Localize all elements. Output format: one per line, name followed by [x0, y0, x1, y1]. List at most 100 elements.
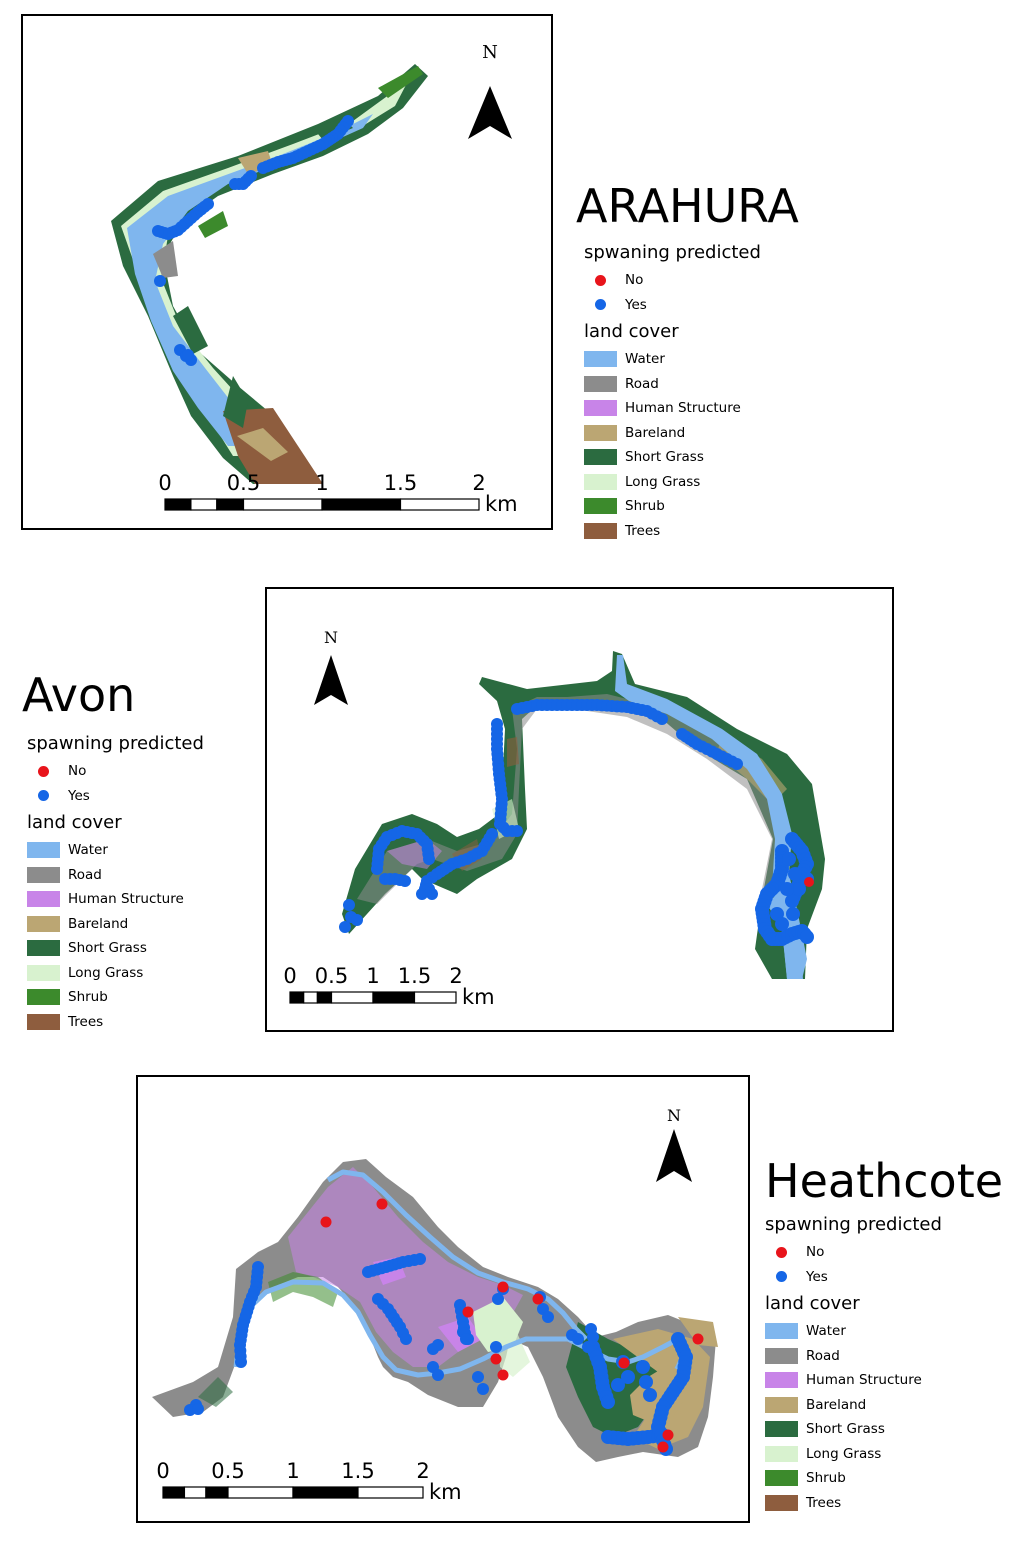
- scale-bar-segment: [372, 991, 416, 1004]
- legend-landcover-header: land cover: [27, 812, 122, 833]
- legend-marker-dot: [595, 274, 606, 286]
- legend-swatch: [27, 989, 60, 1006]
- legend-label: Road: [68, 866, 102, 883]
- legend-marker-dot: [776, 1246, 787, 1258]
- spawning-point-no: [804, 877, 814, 887]
- spawning-point-no: [462, 1306, 474, 1318]
- spawning-point-no: [662, 1429, 674, 1441]
- legend-item-yes: Yes: [27, 784, 204, 809]
- map-canvas-avon: N 0 0.5 1 1.5 2km: [283, 628, 825, 1009]
- legend-avon: spawning predicted No Yes land cover Water Ro…: [27, 731, 204, 1034]
- legend-label: Bareland: [806, 1396, 867, 1413]
- legend-item-water: Water: [584, 347, 761, 372]
- spawning-point-yes: [472, 1371, 484, 1383]
- spawning-point-yes: [611, 1378, 625, 1392]
- legend-item-short-grass: Short Grass: [27, 936, 204, 961]
- river-landcover-heathcote: [152, 1159, 718, 1462]
- scale-bar-tick-label: 2: [472, 471, 485, 495]
- spawning-points-avon: [339, 699, 814, 946]
- legend-label: No: [625, 272, 644, 289]
- spawning-point-yes: [423, 853, 435, 865]
- scale-bar-segment: [357, 1486, 424, 1499]
- legend-spawning-header: spawning predicted: [765, 1214, 942, 1235]
- map-frame-arahura: N 0 0.5 1 1.5 2 km: [21, 14, 553, 530]
- scale-bar-segment: [330, 991, 374, 1004]
- legend-item-shrub: Shrub: [765, 1466, 942, 1491]
- spawning-point-yes: [192, 1403, 204, 1415]
- legend-spawning-header: spwaning predicted: [584, 242, 761, 263]
- legend-item-water: Water: [765, 1319, 942, 1344]
- legend-landcover-header: land cover: [584, 321, 679, 342]
- spawning-point-yes: [351, 914, 363, 926]
- legend-arahura: spwaning predicted No Yes land cover Water Ro…: [584, 240, 761, 543]
- legend-item-no: No: [765, 1240, 942, 1265]
- legend-item-no: No: [584, 268, 761, 293]
- legend-swatch: [27, 1013, 60, 1030]
- north-letter: N: [482, 42, 498, 63]
- spawning-point-no: [497, 1369, 509, 1381]
- spawning-point-yes: [601, 1395, 615, 1409]
- map-frame-heathcote: N 0 0.5 1 1.5 2 km: [136, 1075, 750, 1523]
- scale-bar-segment: [216, 498, 245, 511]
- scale-bar-segment: [303, 991, 318, 1004]
- spawning-point-yes: [643, 1388, 657, 1402]
- legend-label: Human Structure: [806, 1372, 922, 1389]
- legend-marker-dot: [776, 1271, 787, 1283]
- spawning-point-yes: [636, 1360, 650, 1374]
- scale-bar-segment: [292, 1486, 359, 1499]
- legend-item-long-grass: Long Grass: [584, 470, 761, 495]
- north-arrow-avon: N: [314, 628, 348, 705]
- spawning-point-yes: [432, 1369, 444, 1381]
- spawning-point-yes: [343, 899, 355, 911]
- legend-label: Yes: [625, 296, 647, 313]
- legend-label: Yes: [68, 787, 90, 804]
- scale-bar-segment: [321, 498, 402, 511]
- legend-item-short-grass: Short Grass: [584, 445, 761, 470]
- scale-bar-segment: [164, 498, 192, 511]
- legend-swatch: [765, 1445, 798, 1462]
- spawning-points-heathcote: [184, 1198, 704, 1456]
- legend-label: Yes: [806, 1268, 828, 1285]
- scale-bar-segment: [205, 1486, 229, 1499]
- legend-label: Trees: [68, 1013, 104, 1030]
- spawning-point-yes: [399, 875, 411, 887]
- legend-label: Shrub: [68, 989, 108, 1006]
- legend-label: Water: [68, 842, 108, 859]
- legend-label: Bareland: [625, 424, 686, 441]
- legend-label: Bareland: [68, 915, 129, 932]
- legend-label: Long Grass: [806, 1445, 882, 1462]
- legend-item-road: Road: [27, 863, 204, 888]
- spawning-points-arahura: [152, 115, 354, 366]
- legend-label: Short Grass: [806, 1421, 885, 1438]
- legend-swatch: [765, 1421, 798, 1438]
- legend-swatch: [27, 866, 60, 883]
- spawning-point-yes: [414, 1253, 426, 1265]
- scale-bar-segment: [227, 1486, 294, 1499]
- legend-landcover-header: land cover: [765, 1293, 860, 1314]
- legend-swatch: [765, 1396, 798, 1413]
- legend-label: Water: [625, 351, 665, 368]
- spawning-point-no: [657, 1441, 669, 1453]
- spawning-point-yes: [788, 867, 802, 881]
- spawning-point-yes: [432, 1339, 444, 1351]
- legend-label: Short Grass: [68, 940, 147, 957]
- scale-bar-tick-label: 2: [416, 1459, 429, 1483]
- north-arrow-heathcote: N: [656, 1106, 692, 1182]
- legend-swatch: [765, 1323, 798, 1340]
- scale-bar-tick-label: 2: [449, 964, 462, 988]
- spawning-point-no: [532, 1293, 544, 1305]
- legend-swatch: [27, 891, 60, 908]
- map-title-arahura: ARAHURA: [576, 179, 799, 233]
- scale-bar-unit: km: [429, 1480, 462, 1504]
- spawning-point-yes: [152, 225, 164, 237]
- spawning-point-yes: [800, 930, 814, 944]
- legend-swatch: [765, 1494, 798, 1511]
- legend-item-water: Water: [27, 838, 204, 863]
- legend-swatch: [584, 449, 617, 466]
- scale-bar-segment: [316, 991, 333, 1004]
- spawning-point-no: [320, 1216, 332, 1228]
- legend-heathcote: spawning predicted No Yes land cover Water Ro…: [765, 1212, 942, 1515]
- map-frame-avon: N 0 0.5 1 1.5 2 km: [265, 587, 894, 1032]
- legend-label: Human Structure: [625, 400, 741, 417]
- scale-bar-heathcote: 0 0.5 1 1.5 2km: [156, 1459, 461, 1504]
